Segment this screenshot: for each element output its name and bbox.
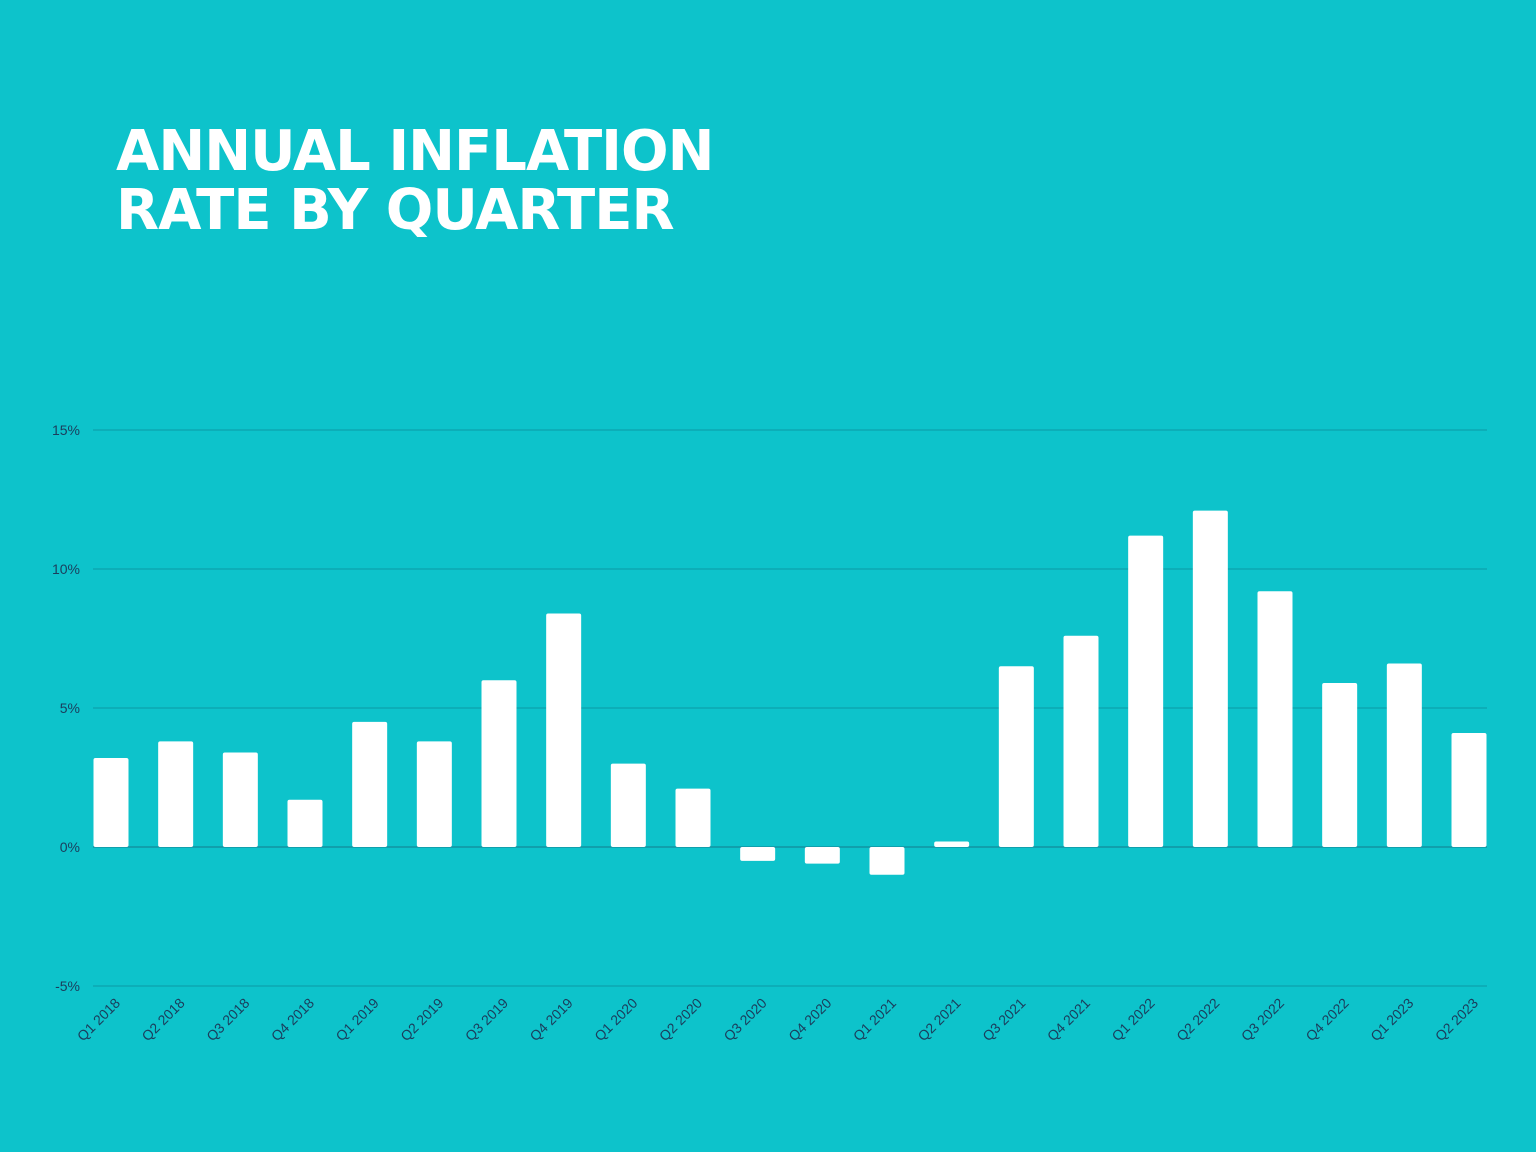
bar bbox=[675, 788, 711, 847]
bar bbox=[481, 680, 517, 847]
x-tick-label: Q2 2021 bbox=[914, 995, 963, 1044]
x-tick-label: Q2 2018 bbox=[138, 995, 187, 1044]
bar bbox=[998, 666, 1034, 847]
bar bbox=[222, 752, 258, 847]
y-tick-label: 15% bbox=[52, 422, 80, 438]
x-tick-label: Q1 2018 bbox=[74, 995, 123, 1044]
bar bbox=[546, 613, 582, 847]
x-tick-label: Q1 2023 bbox=[1367, 995, 1416, 1044]
x-tick-label: Q3 2022 bbox=[1238, 995, 1287, 1044]
bar bbox=[1128, 535, 1164, 847]
bar bbox=[1257, 591, 1293, 847]
bar bbox=[287, 799, 323, 847]
x-tick-label: Q1 2022 bbox=[1108, 995, 1157, 1044]
x-tick-label: Q2 2020 bbox=[656, 995, 705, 1044]
x-tick-label: Q3 2018 bbox=[203, 995, 252, 1044]
x-tick-label: Q4 2022 bbox=[1302, 995, 1351, 1044]
bar bbox=[93, 758, 129, 847]
x-tick-label: Q1 2019 bbox=[332, 995, 381, 1044]
bar bbox=[1322, 682, 1358, 847]
chart-title: ANNUAL INFLATION RATE BY QUARTER bbox=[116, 119, 714, 243]
x-tick-label: Q4 2018 bbox=[268, 995, 317, 1044]
bar bbox=[740, 847, 776, 861]
x-tick-label: Q2 2022 bbox=[1173, 995, 1222, 1044]
bar bbox=[416, 741, 452, 847]
bar bbox=[804, 847, 840, 864]
x-tick-label: Q3 2019 bbox=[462, 995, 511, 1044]
x-tick-label: Q4 2020 bbox=[785, 995, 834, 1044]
bar bbox=[869, 847, 905, 875]
y-tick-label: 10% bbox=[52, 561, 80, 577]
bar bbox=[1386, 663, 1422, 847]
x-tick-label: Q4 2019 bbox=[526, 995, 575, 1044]
chart-title-line-1: ANNUAL INFLATION bbox=[116, 119, 714, 184]
bar bbox=[352, 721, 388, 847]
bar bbox=[1063, 635, 1099, 847]
bar bbox=[1451, 733, 1487, 847]
y-tick-label: -5% bbox=[55, 978, 80, 994]
y-tick-label: 0% bbox=[60, 839, 80, 855]
x-tick-label: Q2 2023 bbox=[1432, 995, 1481, 1044]
x-tick-label: Q1 2021 bbox=[850, 995, 899, 1044]
bar bbox=[158, 741, 194, 847]
bar bbox=[934, 841, 970, 847]
y-tick-label: 5% bbox=[60, 700, 80, 716]
x-tick-label: Q2 2019 bbox=[397, 995, 446, 1044]
bar bbox=[610, 763, 646, 847]
bar bbox=[1192, 510, 1228, 847]
chart-title-line-2: RATE BY QUARTER bbox=[116, 178, 675, 243]
x-tick-label: Q3 2020 bbox=[720, 995, 769, 1044]
x-tick-label: Q1 2020 bbox=[591, 995, 640, 1044]
x-tick-label: Q4 2021 bbox=[1044, 995, 1093, 1044]
x-tick-label: Q3 2021 bbox=[979, 995, 1028, 1044]
